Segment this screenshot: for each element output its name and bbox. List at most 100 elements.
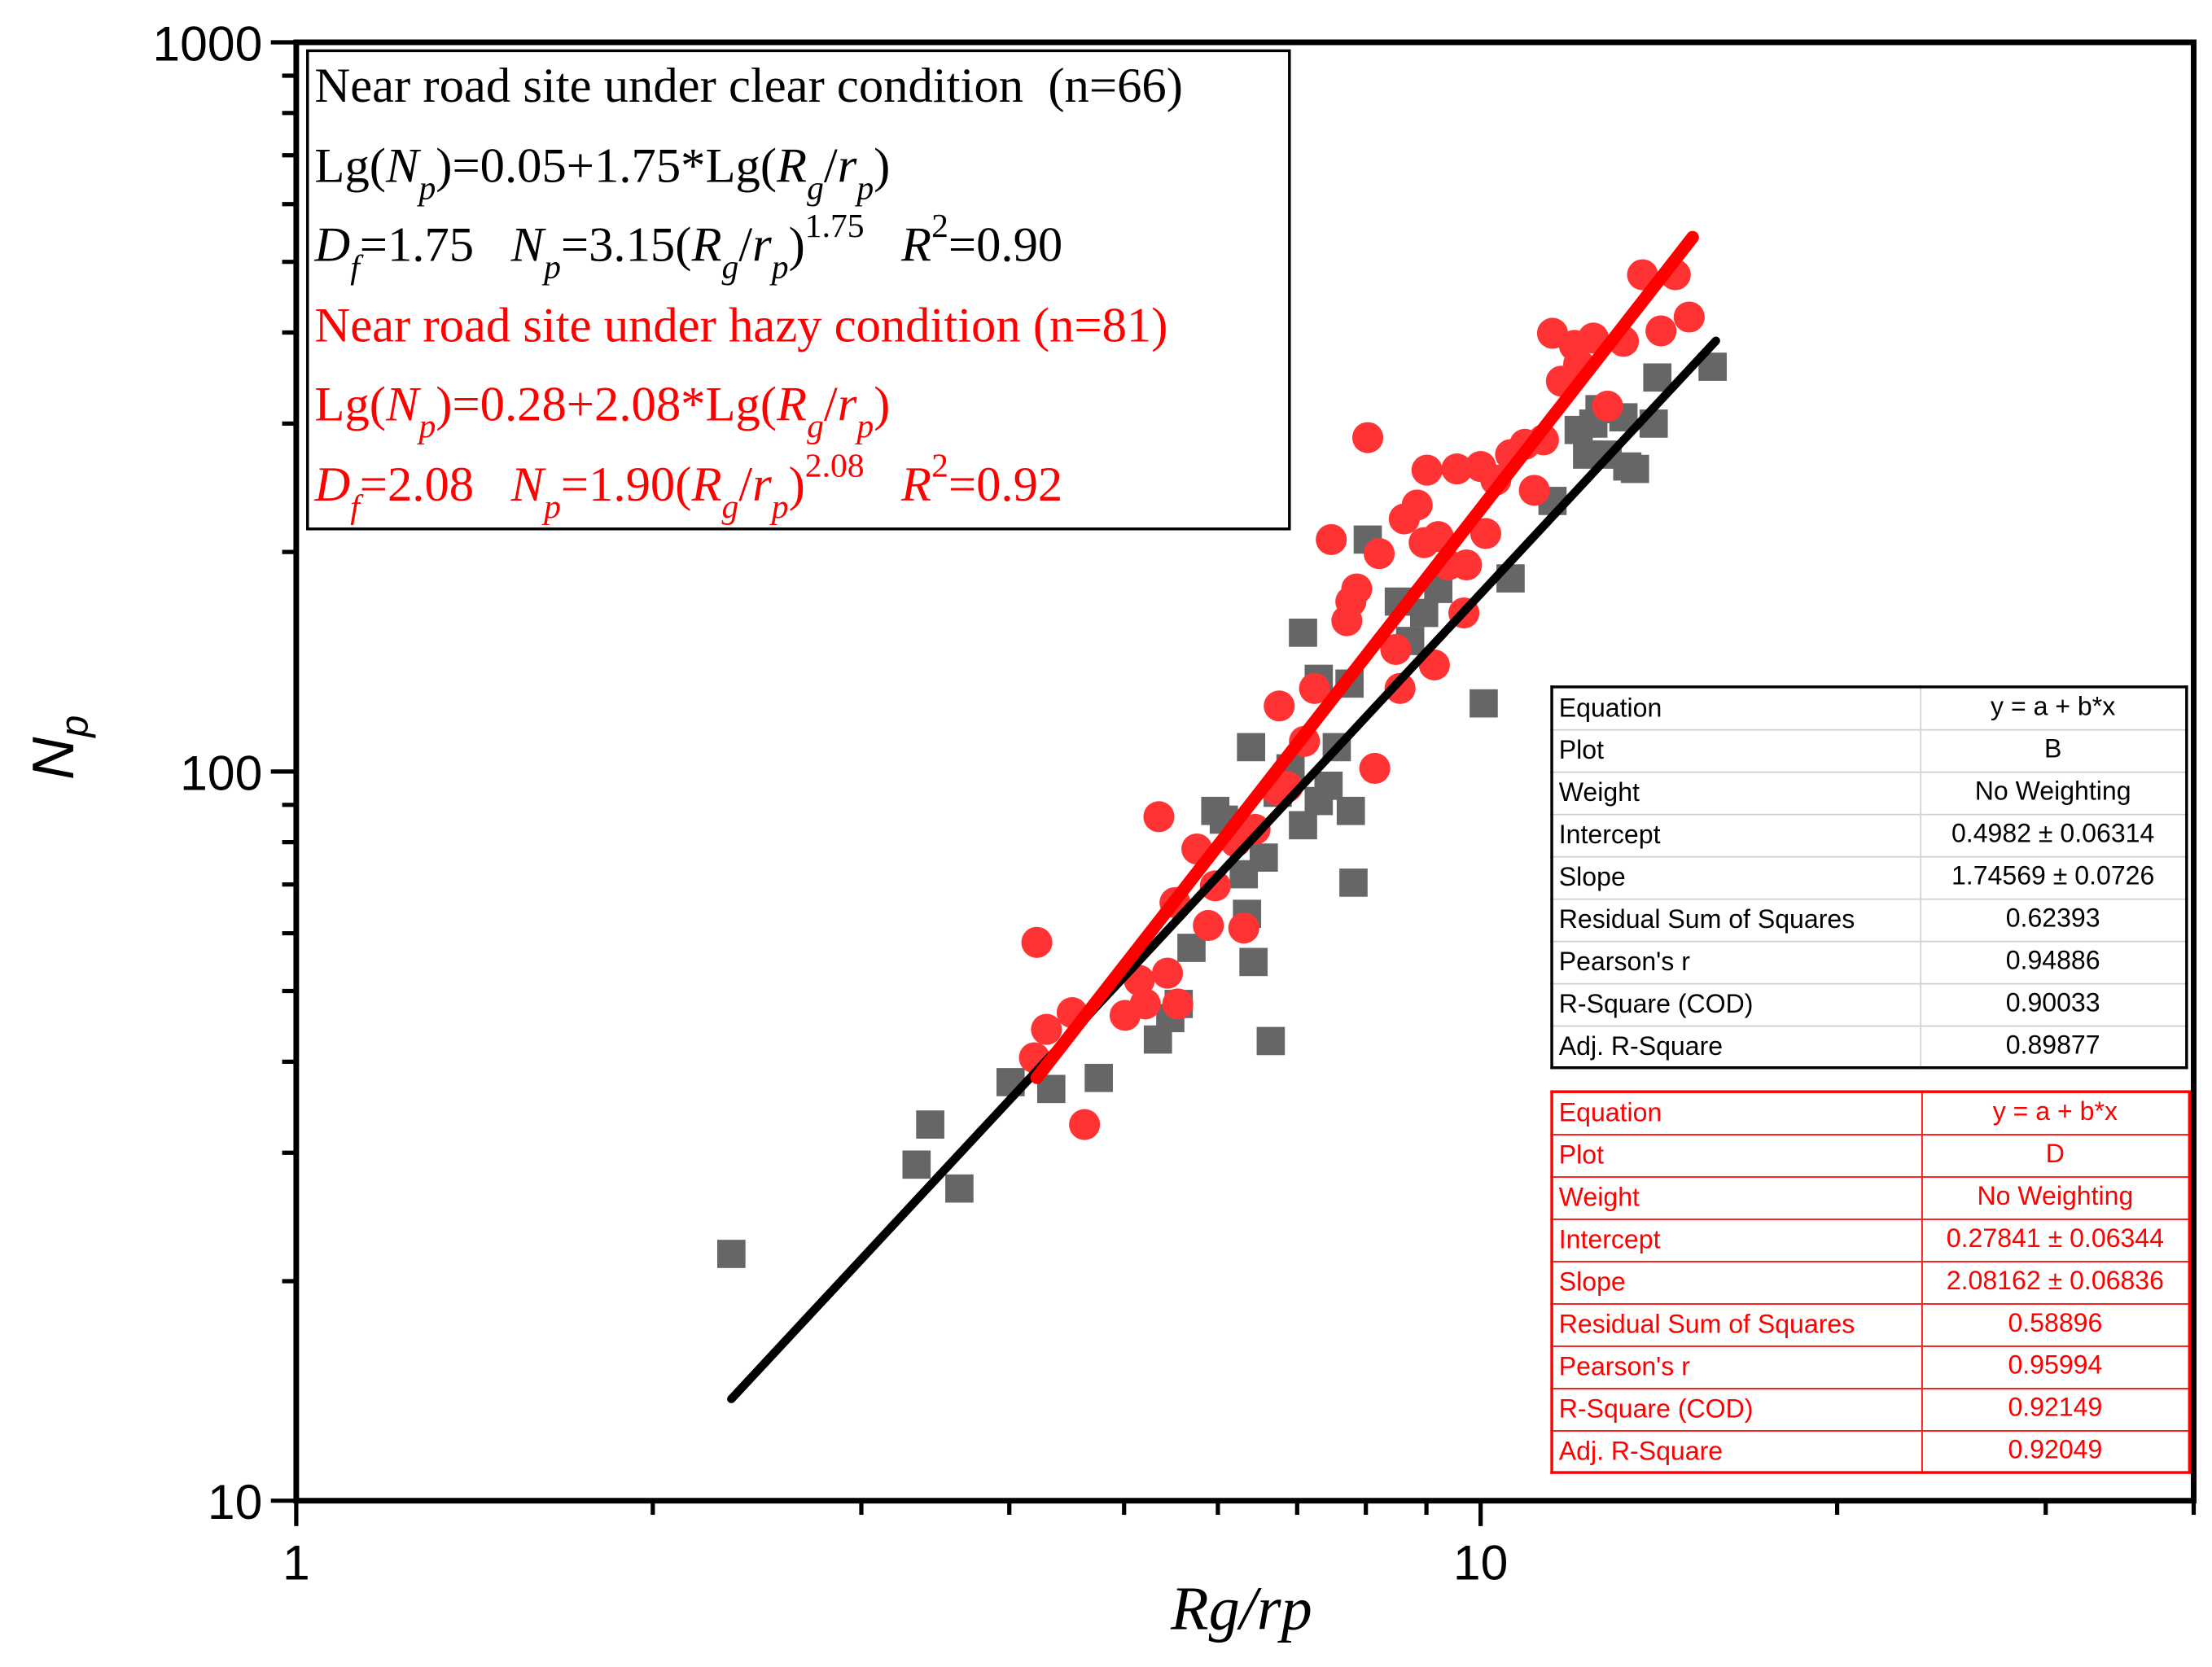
stat-value: 0.58896 (1921, 1302, 2190, 1346)
data-point-hazy (1411, 454, 1443, 486)
stat-value: No Weighting (1921, 1175, 2190, 1219)
y-axis-label: Np (20, 715, 96, 781)
legend-text: f (350, 249, 360, 287)
stat-label: Equation (1558, 693, 1662, 723)
x-axis-label: Rg/rp (1170, 1574, 1312, 1643)
data-point-hazy (1363, 538, 1395, 570)
data-point-hazy (1031, 1013, 1062, 1045)
table-row: Equation y = a + b*x (1552, 1092, 2190, 1135)
table-row: Intercept 0.27841 ± 0.06344 (1552, 1218, 2190, 1262)
stat-label: Intercept (1552, 1218, 1922, 1262)
legend-line: Lg(Np)=0.28+2.08*Lg(Rg/rp) (314, 379, 1288, 459)
legend-text: N (386, 376, 419, 432)
data-point-hazy (1645, 315, 1677, 347)
data-point-clear (716, 1240, 746, 1268)
data-point-hazy (1316, 523, 1347, 555)
stat-value: B (1919, 728, 2187, 772)
table-row: Plot D (1552, 1133, 2190, 1177)
data-point-hazy (1451, 549, 1483, 581)
data-point-hazy (1592, 390, 1623, 422)
table-row: Weight No Weighting (1552, 770, 2187, 814)
data-point-clear (1237, 733, 1266, 762)
data-point-hazy (1193, 909, 1224, 942)
legend-text: 1.75 (804, 208, 865, 246)
legend-text: 2 (931, 208, 948, 246)
data-point-clear (1289, 811, 1317, 840)
stat-value: y = a + b*x (1919, 686, 2187, 729)
legend-text: ) (874, 376, 891, 432)
stat-label: Weight (1552, 1175, 1922, 1219)
fit-lines (727, 230, 1720, 1403)
legend-text: =1.90( (560, 456, 692, 512)
legend-text: )=0.05+1.75*Lg( (436, 137, 777, 193)
stat-value: 0.95994 (1921, 1345, 2190, 1389)
stat-value: 2.08162 ± 0.06836 (1921, 1260, 2190, 1304)
data-point-clear (945, 1174, 974, 1203)
legend-text: Near road site under hazy condition (n=8… (314, 296, 1168, 352)
legend-text: p (544, 488, 561, 526)
data-point-hazy (1151, 957, 1184, 989)
legend-text: ) (874, 137, 891, 193)
legend-line: Lg(Np)=0.05+1.75*Lg(Rg/rp) (314, 140, 1288, 220)
legend-text: / (823, 376, 838, 432)
data-point-hazy (1441, 453, 1473, 485)
stat-value: 0.89877 (1919, 1024, 2187, 1068)
stat-value: 0.27841 ± 0.06344 (1921, 1218, 2190, 1262)
stat-value: No Weighting (1919, 770, 2187, 814)
data-point-hazy (1401, 489, 1433, 521)
stat-value: D (1921, 1133, 2190, 1177)
stat-label: Slope (1552, 855, 1921, 899)
table-row: Slope 2.08162 ± 0.06836 (1552, 1260, 2190, 1304)
legend-text: ) (788, 217, 805, 273)
data-point-hazy (1143, 801, 1175, 833)
data-point-clear (916, 1110, 944, 1139)
data-point-hazy (1299, 672, 1330, 704)
legend-text: p (856, 409, 874, 446)
data-point-clear (1239, 947, 1268, 977)
legend-text: Near road site under clear condition (n=… (314, 58, 1183, 113)
data-point-hazy (1518, 475, 1550, 506)
legend-text: ) (788, 456, 805, 512)
legend-text: R (691, 217, 722, 273)
stat-label: Residual Sum of Squares (1552, 1302, 1922, 1346)
y-tick-label: 10 (208, 1474, 262, 1529)
legend-box: Near road site under clear condition (n=… (306, 49, 1291, 531)
stat-value: 0.92049 (1921, 1429, 2190, 1473)
data-point-hazy (1021, 926, 1053, 958)
fit-line-hazy (1030, 230, 1699, 1084)
legend-text: Lg( (314, 376, 387, 432)
legend-text: f (350, 488, 360, 526)
data-point-clear (1339, 869, 1368, 897)
legend-text: R (691, 456, 722, 512)
data-point-hazy (1162, 988, 1194, 1020)
data-point-hazy (1228, 912, 1259, 944)
legend-text: N (386, 137, 419, 193)
data-point-hazy (1129, 988, 1161, 1020)
table-row: Pearson's r 0.94886 (1552, 939, 2187, 983)
legend-text: 2 (931, 448, 948, 485)
legend-text: r (752, 217, 772, 273)
legend-text (865, 457, 901, 512)
legend-text: p (544, 249, 561, 287)
table-row: R-Square (COD) 0.90033 (1552, 982, 2187, 1026)
stat-label: Adj. R-Square (1552, 1024, 1921, 1068)
legend-text: R (777, 376, 808, 432)
table-row: Plot B (1552, 728, 2187, 772)
y-tick-label: 1000 (152, 16, 262, 72)
data-point-hazy (1673, 301, 1705, 333)
legend-text: g (721, 249, 739, 287)
legend-line: Df=2.08 Np=1.90(Rg/rp)2.08 R2=0.92 (314, 449, 1288, 539)
legend-text: =0.90 (948, 217, 1063, 273)
stat-label: R-Square (COD) (1552, 982, 1921, 1026)
legend-text: / (738, 217, 753, 273)
legend-text: =3.15( (560, 217, 692, 273)
data-point-hazy (1199, 870, 1231, 902)
x-tick-label: 10 (1453, 1535, 1508, 1590)
legend-text (865, 217, 901, 273)
legend-text: g (807, 169, 824, 207)
legend-text: r (752, 456, 772, 512)
fit-table-clear: Equation y = a + b*x Plot B Weight No Weighti… (1550, 685, 2188, 1070)
data-point-hazy (1264, 690, 1295, 722)
legend-text: R (901, 456, 932, 512)
